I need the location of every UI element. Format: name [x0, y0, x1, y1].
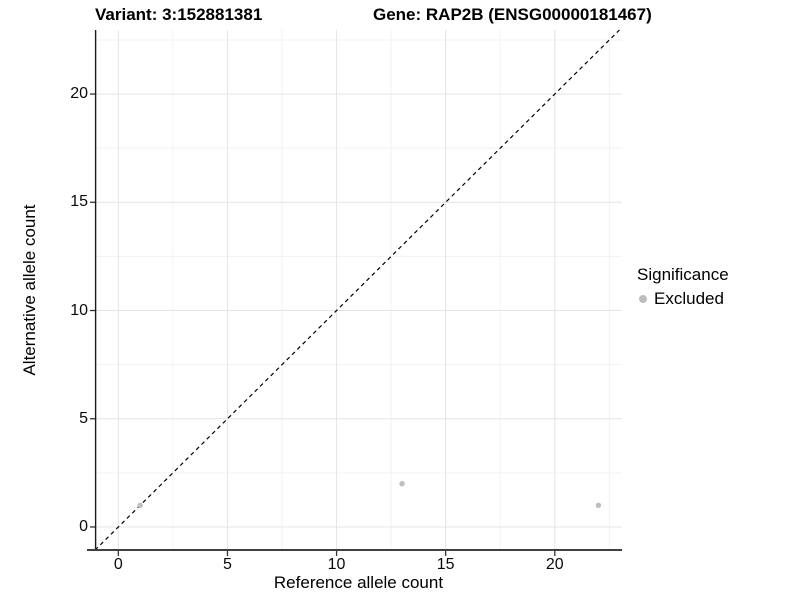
y-axis-title: Alternative allele count: [20, 204, 39, 376]
legend-item-label: Excluded: [654, 289, 724, 308]
y-tick-label: 0: [79, 517, 88, 535]
plot-title-gene: Gene: RAP2B (ENSG00000181467): [373, 5, 652, 24]
x-tick-label: 0: [113, 556, 123, 573]
x-tick-label: 5: [223, 556, 232, 573]
y-tick-label: 5: [79, 409, 88, 427]
gridlines-major: [95, 30, 622, 551]
x-tick-label: 15: [436, 556, 455, 573]
data-point: [137, 502, 143, 509]
tick-marks: [90, 93, 556, 556]
y-tick-label: 20: [70, 85, 88, 103]
chart-panel: [87, 29, 622, 556]
y-tick-label: 15: [70, 193, 88, 211]
legend: Significance Excluded: [637, 265, 729, 309]
x-axis-title: Reference allele count: [273, 573, 444, 592]
data-point: [595, 502, 602, 509]
x-tick-label: 20: [545, 556, 564, 573]
panel-svg: [87, 29, 622, 556]
data-point: [399, 480, 405, 487]
legend-title: Significance: [637, 265, 729, 284]
legend-dot-icon: [639, 295, 647, 303]
identity-line: [94, 29, 620, 551]
x-tick-label: 10: [327, 556, 346, 573]
identity-line-group: [94, 29, 620, 551]
data-points: [137, 480, 602, 509]
axis-lines: [87, 30, 622, 551]
gridlines-minor: [95, 30, 622, 551]
plot-title-variant: Variant: 3:152881381: [95, 5, 263, 24]
legend-item: Excluded: [637, 289, 729, 309]
y-tick-label: 10: [70, 301, 88, 319]
